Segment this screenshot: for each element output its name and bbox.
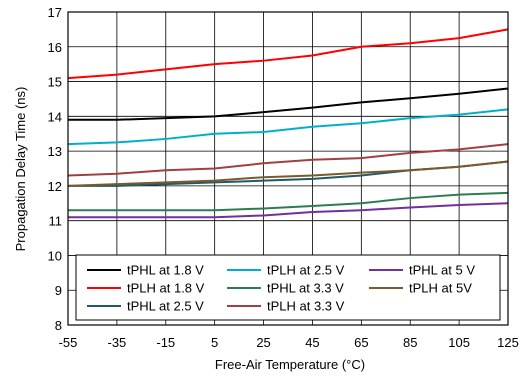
y-axis-label: Propagation Delay Time (ns)	[13, 87, 28, 252]
legend-item: tPLH at 2.5 V	[227, 263, 345, 278]
x-tick-label: 25	[256, 335, 270, 350]
legend-label: tPLH at 5V	[409, 281, 472, 296]
legend-item: tPHL at 5 V	[369, 263, 475, 278]
legend-label: tPHL at 2.5 V	[127, 299, 204, 314]
legend-box	[75, 254, 501, 321]
series-line-tphl-at-1-8-v	[68, 87, 509, 121]
legend-item: tPHL at 3.3 V	[227, 281, 344, 296]
y-tick-label: 15	[48, 75, 62, 90]
x-tick-label: -55	[59, 335, 78, 350]
series-line-tplh-at-5v	[67, 160, 509, 187]
y-tick-label: 13	[48, 144, 62, 159]
legend-label: tPHL at 1.8 V	[127, 263, 204, 278]
x-tick-label: -35	[107, 335, 126, 350]
legend-item: tPHL at 2.5 V	[87, 299, 204, 314]
axes	[67, 11, 509, 326]
legend-item: tPLH at 3.3 V	[227, 299, 345, 314]
legend-label: tPLH at 3.3 V	[267, 299, 345, 314]
x-tick-label: 65	[354, 335, 368, 350]
y-tick-label: 16	[48, 40, 62, 55]
x-tick-label: 45	[305, 335, 319, 350]
y-tick-label: 12	[48, 179, 62, 194]
y-tick-label: 14	[48, 109, 62, 124]
y-tick-label: 11	[49, 214, 63, 229]
plot-frame	[67, 11, 509, 326]
legend-label: tPHL at 3.3 V	[267, 281, 344, 296]
series-line-tphl-at-5-v	[68, 202, 509, 219]
legend: tPHL at 1.8 V tPLH at 2.5 V tPHL at 5 V tPL…	[75, 254, 501, 321]
series-line-tplh-at-2-5-v	[67, 108, 509, 146]
series-lines	[67, 28, 509, 219]
y-tick-label: 8	[55, 318, 62, 333]
x-tick-label: -15	[156, 335, 175, 350]
y-tick-label: 9	[55, 283, 62, 298]
series-line-tphl-at-2-5-v	[68, 160, 509, 187]
x-tick-label: 105	[448, 335, 470, 350]
legend-item: tPLH at 1.8 V	[87, 281, 205, 296]
legend-label: tPHL at 5 V	[409, 263, 475, 278]
legend-item: tPLH at 5V	[369, 281, 472, 296]
series-line-tphl-at-3-3-v	[68, 191, 509, 212]
y-tick-label: 10	[48, 248, 62, 263]
legend-label: tPLH at 2.5 V	[267, 263, 345, 278]
x-tick-label: 85	[403, 335, 417, 350]
series-line-tplh-at-1-8-v	[67, 28, 509, 80]
x-axis-label: Free-Air Temperature (°C)	[215, 357, 365, 372]
series-line-tplh-at-3-3-v	[67, 143, 509, 177]
x-tick-label: 125	[497, 335, 519, 350]
legend-label: tPLH at 1.8 V	[127, 281, 205, 296]
tick-labels: 8 9 10 11 12 13 14 15 16 17 -55 -35 -15 5 25 45 65 85 105 1…	[48, 5, 519, 350]
legend-item: tPHL at 1.8 V	[87, 263, 204, 278]
x-tick-label: 5	[211, 335, 218, 350]
y-tick-label: 17	[48, 5, 62, 20]
